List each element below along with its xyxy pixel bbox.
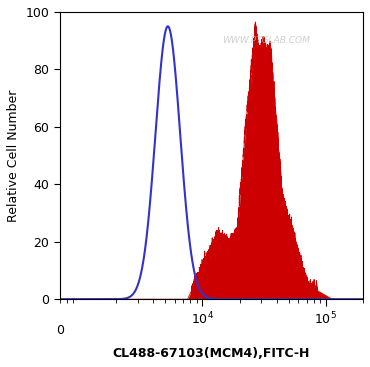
Text: 0: 0 — [56, 324, 64, 337]
X-axis label: CL488-67103(MCM4),FITC-H: CL488-67103(MCM4),FITC-H — [113, 347, 310, 360]
Y-axis label: Relative Cell Number: Relative Cell Number — [7, 90, 20, 222]
Text: WWW.PTGLAB.COM: WWW.PTGLAB.COM — [222, 36, 310, 45]
